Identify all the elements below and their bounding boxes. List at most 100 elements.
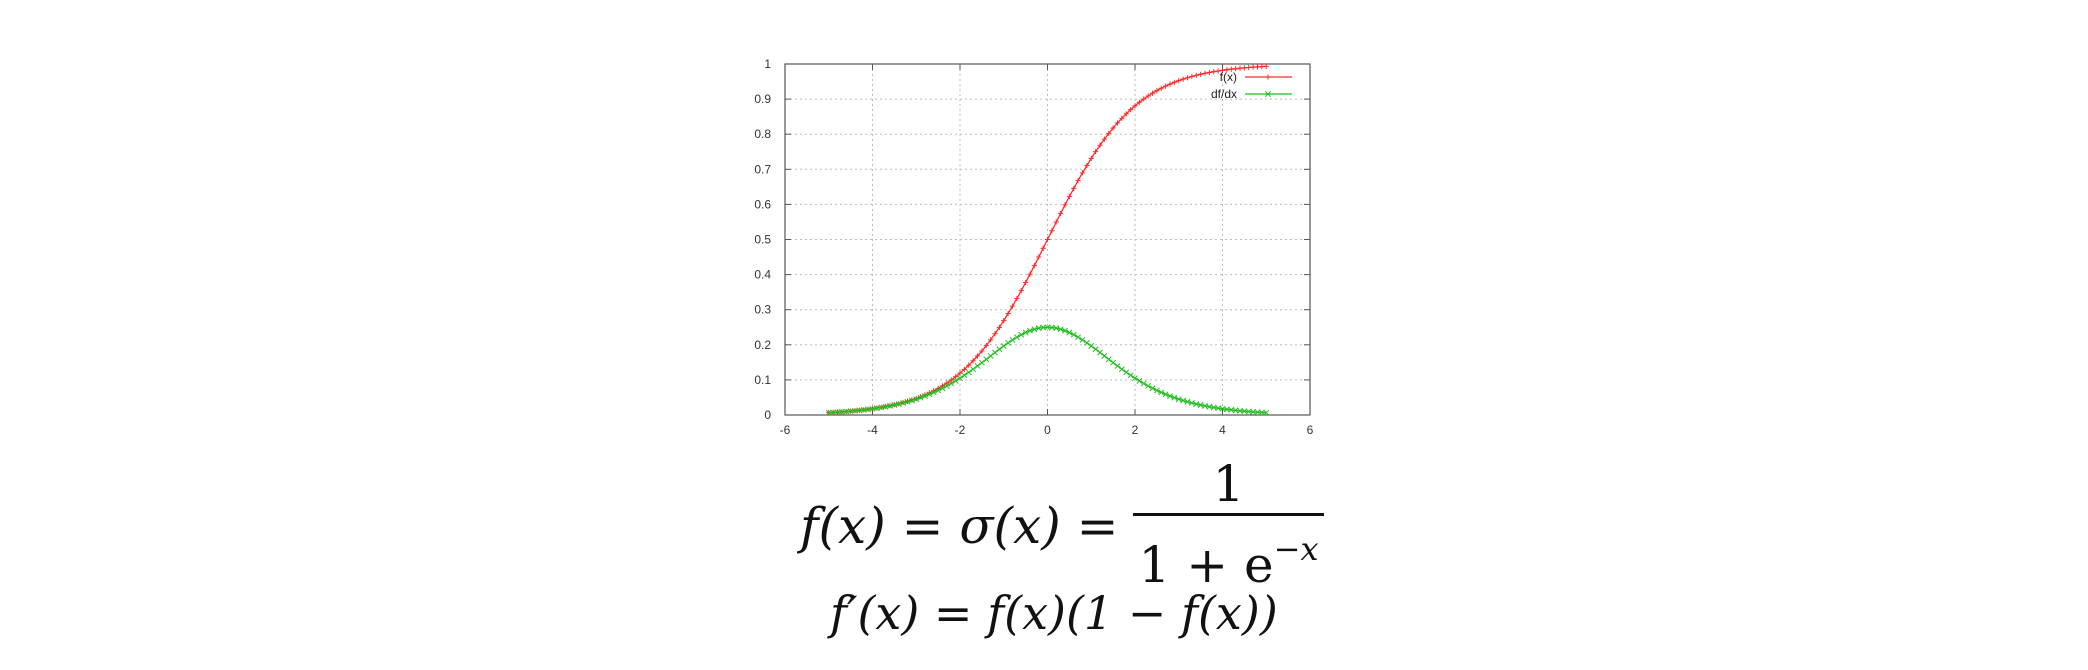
- data-point: [1092, 346, 1099, 353]
- data-point: [1171, 79, 1177, 85]
- y-tick-label: 0.7: [754, 162, 771, 176]
- data-point: [1027, 327, 1033, 334]
- data-point: [1211, 69, 1217, 75]
- data-point: [1013, 334, 1020, 341]
- data-point: [1097, 349, 1103, 356]
- data-point: [953, 374, 959, 380]
- data-point: [1018, 331, 1025, 338]
- data-point: [983, 342, 989, 349]
- data-point: [983, 356, 990, 363]
- data-point: [1106, 130, 1112, 137]
- data-point: [1079, 336, 1086, 343]
- sigmoid-chart: -6 -4 -2 0 2 4 6 0 0.1 0.2 0.3 0.4 0.5 0.6 0.7 0.8 0.9 1…: [754, 57, 1314, 437]
- y-tick-label: 0.4: [754, 268, 771, 282]
- data-point: [891, 402, 898, 408]
- data-point: [1193, 401, 1200, 407]
- data-point: [1132, 375, 1138, 382]
- data-point: [1097, 142, 1103, 148]
- fraction-numerator: 1: [1212, 455, 1245, 513]
- data-point: [1184, 398, 1191, 405]
- data-point: [1163, 83, 1169, 89]
- data-point: [1031, 263, 1037, 269]
- denominator-base: 1 + e: [1138, 536, 1274, 594]
- legend-marker: [1265, 91, 1271, 97]
- legend-marker: [1265, 74, 1271, 80]
- data-point: [957, 375, 963, 382]
- data-point: [1237, 65, 1243, 71]
- data-point: [913, 396, 920, 403]
- data-point: [1105, 356, 1112, 363]
- data-point: [1136, 99, 1142, 105]
- data-point: [1075, 334, 1082, 341]
- data-point: [1014, 295, 1020, 302]
- data-point: [1158, 389, 1165, 396]
- data-point: [1123, 369, 1130, 376]
- data-point: [1084, 162, 1090, 169]
- data-point: [1145, 382, 1152, 389]
- data-point: [1171, 394, 1178, 401]
- data-point: [979, 348, 985, 354]
- legend-label: f(x): [1220, 70, 1237, 84]
- data-point: [1193, 72, 1199, 78]
- data-point: [1153, 387, 1160, 394]
- data-point: [970, 358, 976, 364]
- x-tick-label: -6: [780, 423, 791, 437]
- data-point: [1241, 65, 1247, 71]
- data-point: [1246, 64, 1252, 71]
- data-point: [908, 397, 915, 404]
- data-point: [1189, 73, 1195, 80]
- data-point: [974, 353, 981, 359]
- data-point: [1259, 63, 1265, 70]
- sigmoid-formula-lhs: f(x) = σ(x) =: [800, 496, 1119, 555]
- data-point: [1149, 385, 1156, 392]
- data-point: [961, 372, 968, 379]
- data-point: [1057, 326, 1064, 333]
- data-point: [1154, 88, 1160, 94]
- data-point: [1180, 397, 1187, 404]
- data-point: [1079, 170, 1086, 176]
- data-point: [1083, 339, 1090, 346]
- y-tick-label: 0: [764, 408, 771, 422]
- data-point: [1167, 81, 1173, 87]
- data-point: [1127, 372, 1134, 379]
- x-tick-label: 4: [1219, 423, 1226, 437]
- y-tick-label: 0.6: [754, 197, 771, 211]
- data-point: [1101, 352, 1108, 359]
- data-point: [1053, 219, 1059, 225]
- data-point: [922, 393, 928, 399]
- data-point: [1005, 310, 1011, 317]
- x-tick-label: 6: [1307, 423, 1314, 437]
- sigmoid-fraction: 1 1 + e−x: [1132, 455, 1325, 596]
- data-point: [1263, 63, 1269, 69]
- data-point: [1075, 177, 1081, 184]
- data-point: [1162, 391, 1169, 398]
- data-point: [965, 369, 972, 376]
- data-point: [966, 362, 972, 368]
- data-point: [926, 391, 933, 398]
- data-point: [939, 385, 946, 392]
- data-point: [1233, 66, 1239, 72]
- y-tick-label: 0.2: [754, 338, 771, 352]
- data-point: [1000, 343, 1007, 349]
- y-tick-label: 0.3: [754, 303, 771, 317]
- data-point: [1184, 75, 1191, 81]
- x-tick-label: -2: [955, 423, 966, 437]
- data-point: [948, 377, 954, 383]
- data-point: [961, 366, 967, 372]
- data-point: [996, 346, 1003, 353]
- data-point: [1022, 329, 1029, 336]
- x-tick-label: -4: [867, 423, 878, 437]
- data-point: [1228, 66, 1234, 72]
- data-point: [988, 337, 994, 343]
- data-point: [1036, 254, 1042, 260]
- data-point: [996, 324, 1002, 330]
- data-point: [930, 389, 937, 396]
- data-point: [1066, 193, 1072, 200]
- fraction-denominator: 1 + e−x: [1132, 513, 1325, 596]
- data-point: [1058, 210, 1064, 216]
- data-point: [952, 377, 959, 384]
- data-point: [1031, 326, 1038, 333]
- data-point: [1093, 149, 1099, 155]
- data-point: [992, 349, 998, 356]
- data-point: [1175, 396, 1182, 403]
